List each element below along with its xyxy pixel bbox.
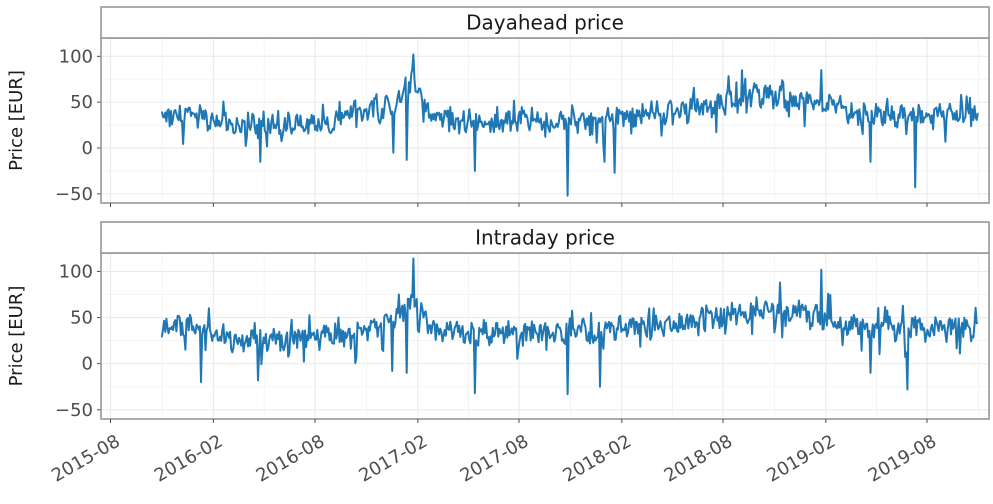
y-tick-label: −50 (55, 184, 93, 205)
series-line-0 (160, 53, 979, 197)
y-tick-label: 0 (82, 354, 93, 375)
x-tick-label: 2018-02 (559, 431, 635, 487)
x-axis: 2015-08 2016-02 2016-08 2017-02 2017-08 2018-… (48, 431, 940, 487)
y-tick-label: 100 (59, 46, 93, 67)
x-tick-label: 2018-08 (661, 431, 737, 487)
facet-strip (100, 221, 990, 254)
series-line-1 (160, 257, 979, 396)
y-axis-title: Price [EUR] (6, 286, 27, 387)
x-tick-label: 2016-02 (151, 431, 227, 487)
facet-intraday: −50 0 50 100 Intraday price Price [EUR] (6, 221, 990, 423)
x-tick-label: 2019-08 (865, 431, 941, 487)
x-tick-label: 2016-08 (253, 431, 329, 487)
y-tick-label: 100 (59, 261, 93, 282)
x-tick-label: 2017-02 (355, 431, 431, 487)
y-axis-title: Price [EUR] (6, 70, 27, 171)
x-tick-label: 2017-08 (457, 431, 533, 487)
x-tick-label: 2019-02 (763, 431, 839, 487)
panel-background (101, 38, 989, 203)
facet-title: Intraday price (475, 226, 615, 250)
y-tick-label: −50 (55, 400, 93, 421)
y-tick-label: 50 (70, 308, 93, 329)
facet-strip (100, 6, 990, 39)
y-tick-label: 50 (70, 92, 93, 113)
facet-title: Dayahead price (466, 11, 624, 35)
y-tick-label: 0 (82, 138, 93, 159)
x-tick-label: 2015-08 (48, 431, 124, 487)
facet-dayahead: −50 0 50 100 Dayahead price Price [EUR] (6, 6, 990, 207)
